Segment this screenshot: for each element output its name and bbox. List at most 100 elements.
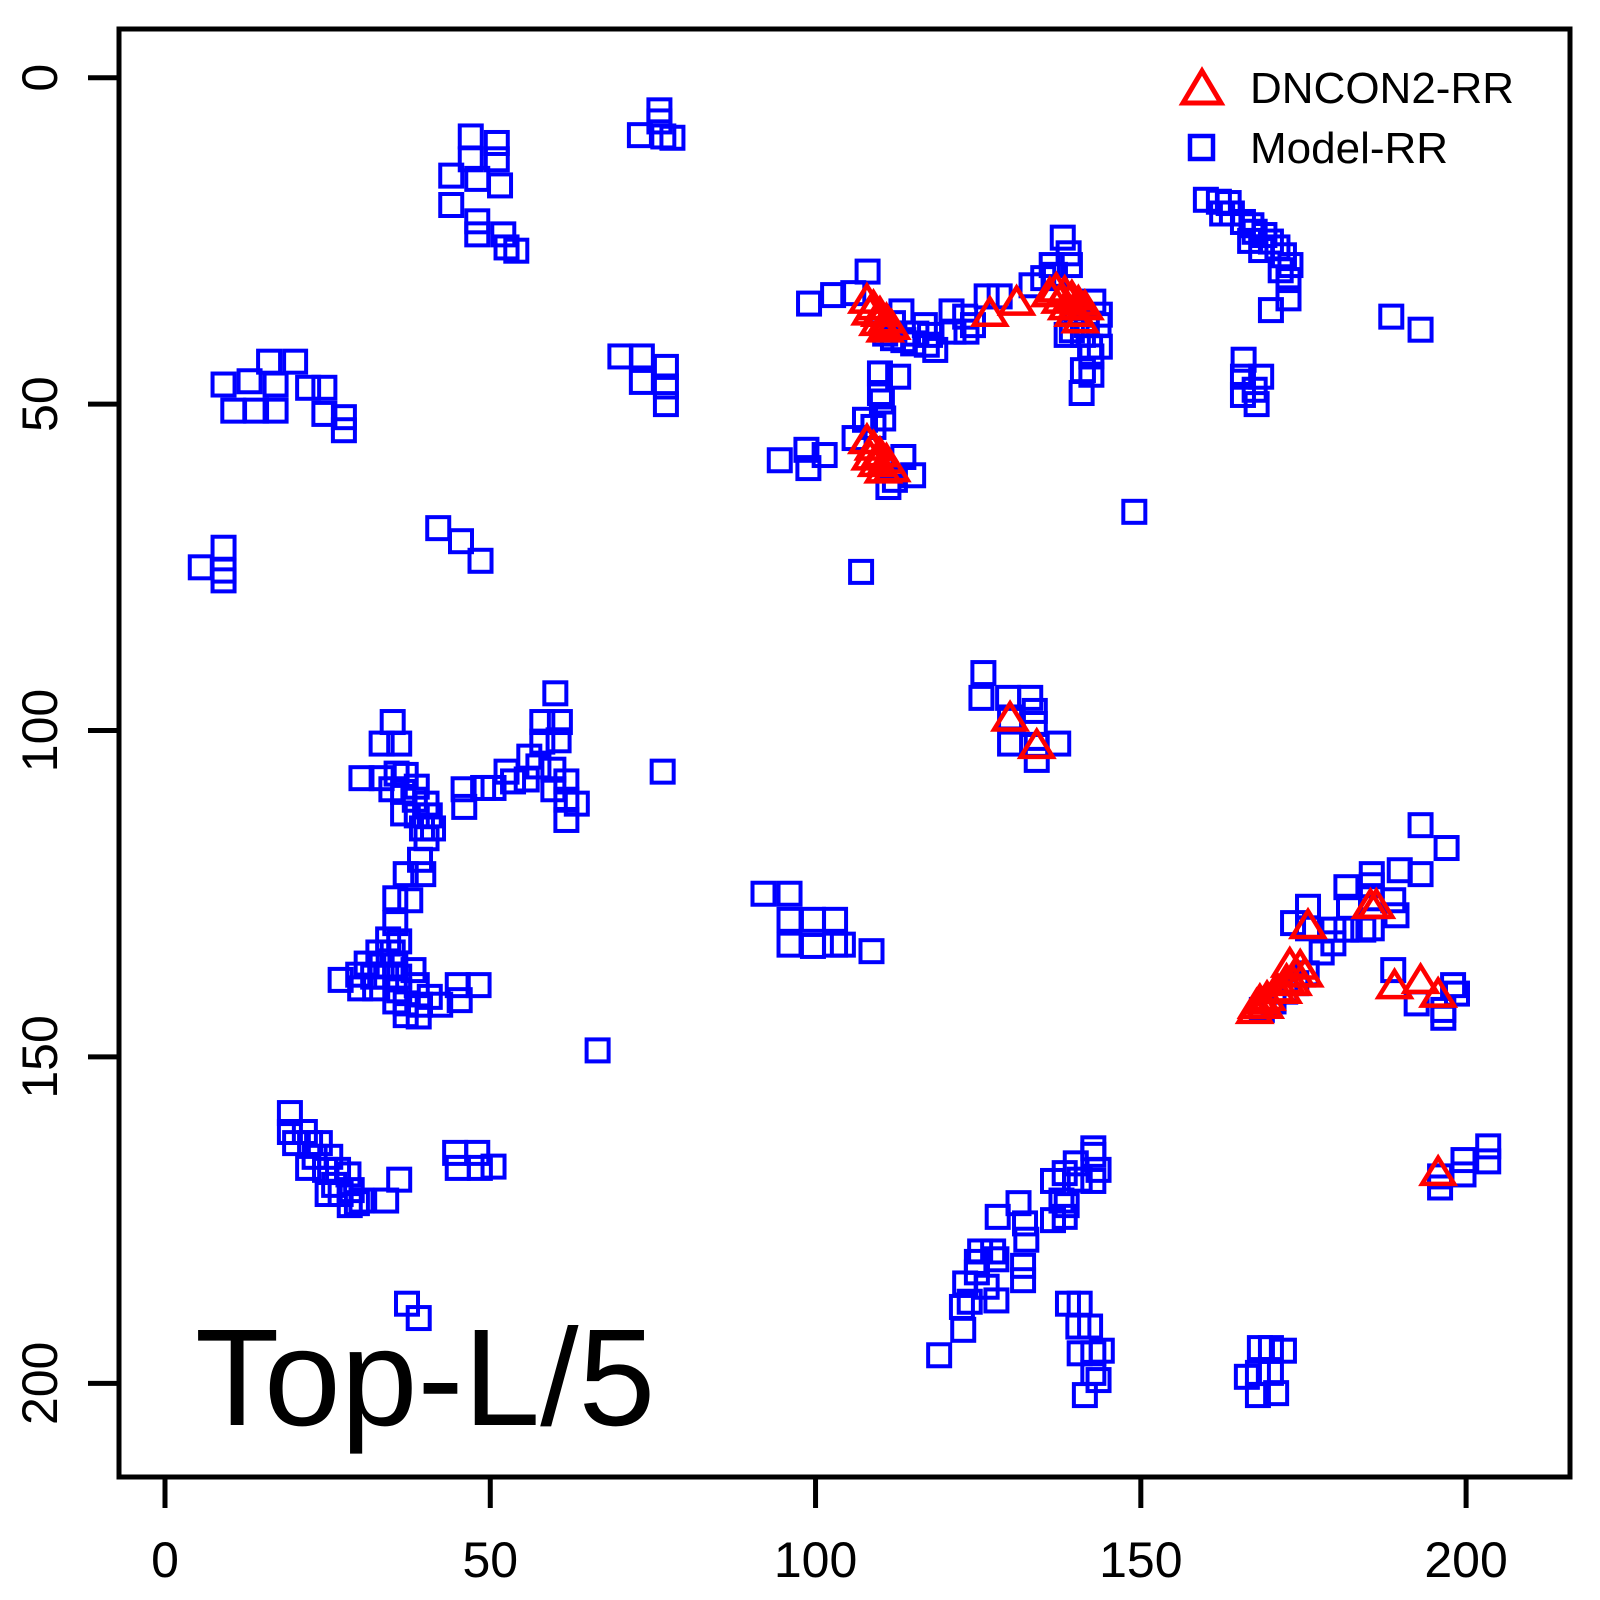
dncon2-rr-point <box>1400 961 1441 995</box>
model-rr-point <box>1071 1382 1098 1409</box>
model-rr-point <box>983 1287 1010 1314</box>
model-rr-point <box>1257 297 1284 324</box>
model-rr-point <box>210 534 237 561</box>
model-rr-point <box>659 124 686 151</box>
model-rr-point <box>868 388 895 415</box>
model-rr-point <box>984 1203 1011 1230</box>
model-rr-point <box>330 417 357 444</box>
model-rr-point <box>483 146 510 173</box>
model-rr-point <box>503 237 530 264</box>
model-rr-point <box>799 932 826 959</box>
model-rr-point <box>311 400 338 427</box>
dncon2-rr-point <box>865 310 906 343</box>
y-tick-label: 200 <box>12 1342 68 1425</box>
dncon2-rr-point <box>871 449 912 483</box>
model-rr-point <box>466 1154 493 1181</box>
model-rr-point <box>1010 1252 1037 1279</box>
dncon2-rr-point <box>969 294 1010 327</box>
model-rr-point <box>811 442 838 469</box>
model-rr-point <box>858 938 885 965</box>
model-rr-point <box>1308 939 1335 966</box>
model-rr-point <box>1430 1004 1457 1031</box>
model-rr-point <box>451 793 478 820</box>
x-tick-label: 200 <box>1424 1532 1507 1588</box>
model-rr-point <box>1378 303 1405 330</box>
model-rr-point <box>397 887 424 914</box>
model-rr-point <box>282 348 309 375</box>
dncon2-rr-point <box>1234 991 1275 1025</box>
dncon2-rr-point <box>1356 886 1397 920</box>
model-rr-point <box>968 684 995 711</box>
legend-triangle-icon <box>1178 66 1226 106</box>
model-rr-point <box>379 709 406 736</box>
y-tick-label: 150 <box>12 1015 68 1098</box>
model-rr-point <box>382 885 409 912</box>
model-rr-point <box>386 963 413 990</box>
model-rr-point <box>542 680 569 707</box>
model-rr-point <box>1080 1135 1107 1162</box>
model-rr-point <box>368 730 395 757</box>
model-rr-point <box>1021 697 1048 724</box>
y-axis: 0 50 100 150 200 <box>12 64 119 1425</box>
model-rr-point <box>885 363 912 390</box>
model-rr-point <box>922 336 949 363</box>
model-rr-point <box>980 1238 1007 1265</box>
model-rr-point <box>793 436 820 463</box>
model-rr-point <box>829 931 856 958</box>
model-rr-point <box>210 567 237 594</box>
model-rr-point <box>330 404 357 431</box>
model-rr-point <box>464 208 491 235</box>
model-rr-point <box>1048 1187 1075 1214</box>
model-rr-point <box>553 806 580 833</box>
x-tick-label: 50 <box>462 1532 518 1588</box>
model-rr-point <box>1386 857 1413 884</box>
model-rr-point <box>1053 1192 1080 1219</box>
dncon2-rr-point <box>990 699 1031 732</box>
model-rr-point <box>490 221 517 248</box>
model-rr-point <box>1045 730 1072 757</box>
model-rr-point <box>1230 346 1257 373</box>
legend-label-dncon2: DNCON2-RR <box>1250 64 1514 113</box>
model-rr-point <box>1018 272 1045 299</box>
model-rr-point <box>1257 1335 1284 1362</box>
dncon2-rr-point <box>1287 906 1329 940</box>
model-rr-point <box>464 1139 491 1166</box>
model-rr-point <box>295 374 322 401</box>
model-rr-point <box>1407 861 1434 888</box>
model-rr-point <box>926 1342 953 1369</box>
dncon2-rr-point <box>1053 294 1094 327</box>
model-rr-point <box>607 343 634 370</box>
model-rr-point <box>854 258 881 285</box>
model-rr-point <box>866 360 893 387</box>
model-rr-point <box>427 991 454 1018</box>
model-rr-point <box>545 727 572 754</box>
model-rr-point <box>1263 1380 1290 1407</box>
model-rr-point <box>483 129 510 156</box>
model-rr-point <box>464 221 491 248</box>
model-rr-point <box>652 391 679 418</box>
model-rr-point <box>1010 1267 1037 1294</box>
model-rr-point <box>335 1161 362 1188</box>
model-rr-point <box>796 290 823 317</box>
model-rr-point <box>220 397 247 424</box>
model-rr-point <box>438 191 465 218</box>
model-rr-point <box>487 172 514 199</box>
model-rr-point <box>646 108 673 135</box>
x-tick-label: 100 <box>774 1532 857 1588</box>
model-rr-point <box>500 768 527 795</box>
model-rr-point <box>480 774 507 801</box>
model-rr-point <box>652 353 679 380</box>
model-rr-point <box>243 397 270 424</box>
model-rr-point <box>1085 1367 1112 1394</box>
model-rr-point <box>750 880 777 907</box>
model-rr-points-layer <box>187 97 1502 1409</box>
model-rr-point <box>1407 812 1434 839</box>
model-rr-point <box>649 758 676 785</box>
model-rr-point <box>970 660 997 687</box>
model-rr-point <box>295 1154 322 1181</box>
model-rr-point <box>1080 1340 1107 1367</box>
dncon2-rr-point <box>857 303 899 337</box>
model-rr-point <box>407 846 434 873</box>
model-rr-point <box>584 1037 611 1064</box>
